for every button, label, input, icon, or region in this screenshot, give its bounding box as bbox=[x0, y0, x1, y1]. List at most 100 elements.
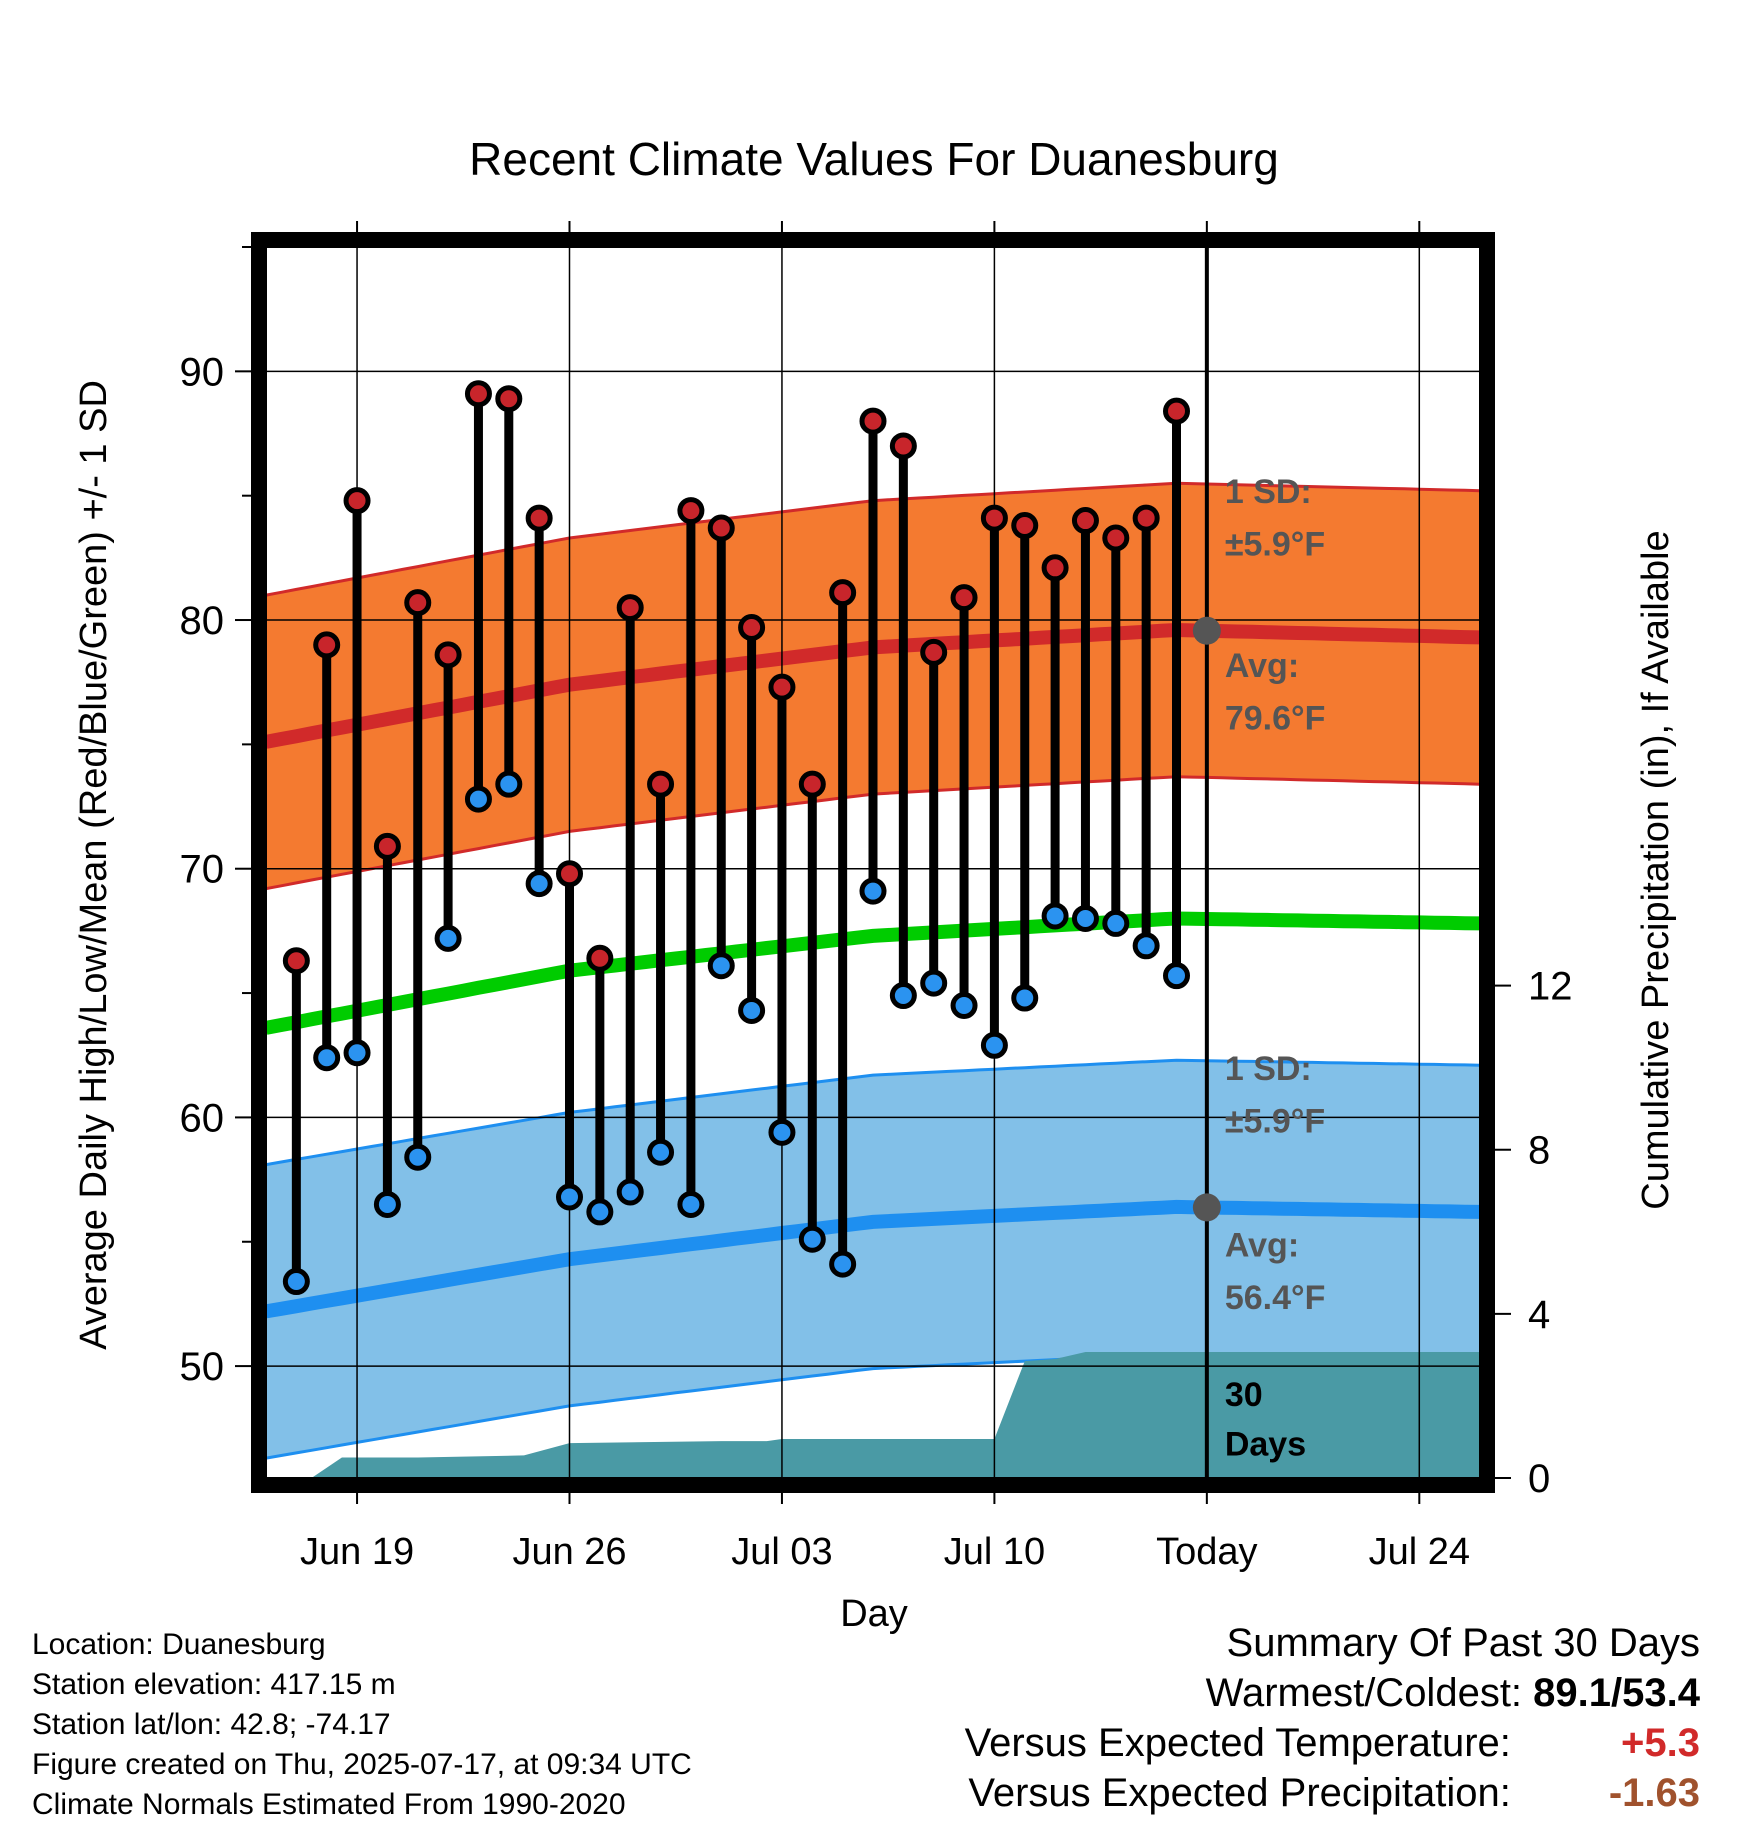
daily-high-point bbox=[798, 770, 826, 798]
daily-high-point bbox=[282, 947, 310, 975]
daily-low-point bbox=[343, 1039, 371, 1067]
summary-warm-cold: Warmest/Coldest: 89.1/53.4 bbox=[965, 1668, 1700, 1718]
low-sd-value: ±5.9°F bbox=[1225, 1102, 1325, 1140]
daily-high-point bbox=[1132, 504, 1160, 532]
daily-low-point bbox=[1041, 902, 1069, 930]
daily-high-point bbox=[1071, 507, 1099, 535]
daily-high-point bbox=[889, 432, 917, 460]
daily-low-point bbox=[980, 1031, 1008, 1059]
daily-high-point bbox=[647, 770, 675, 798]
daily-low-point bbox=[525, 870, 553, 898]
low-avg-label: Avg: bbox=[1225, 1227, 1299, 1265]
location-text: Location: Duanesburg bbox=[32, 1628, 326, 1661]
temp-anomaly-value: +5.3 bbox=[1621, 1721, 1700, 1765]
summary-precip: Versus Expected Precipitation: -1.63 bbox=[965, 1768, 1700, 1818]
low-avg-value: 56.4°F bbox=[1225, 1279, 1326, 1317]
y-tick-label: 60 bbox=[180, 1096, 225, 1140]
y-axis-label-left: Average Daily High/Low/Mean (Red/Blue/Gr… bbox=[73, 380, 115, 1350]
window-label-days: Days bbox=[1225, 1426, 1306, 1464]
low-sd-label: 1 SD: bbox=[1225, 1050, 1312, 1088]
elevation-text: Station elevation: 417.15 m bbox=[32, 1668, 396, 1701]
daily-low-point bbox=[950, 991, 978, 1019]
summary-panel: Summary Of Past 30 Days Warmest/Coldest:… bbox=[965, 1618, 1700, 1818]
daily-low-point bbox=[313, 1044, 341, 1072]
high-sd-value: ±5.9°F bbox=[1225, 525, 1325, 563]
high-avg-value: 79.6°F bbox=[1225, 699, 1326, 737]
daily-low-point bbox=[859, 877, 887, 905]
x-tick-label: Jun 19 bbox=[300, 1531, 414, 1573]
low-sd-upper-edge bbox=[266, 1058, 1480, 1167]
daily-low-point bbox=[798, 1225, 826, 1253]
daily-high-point bbox=[556, 860, 583, 888]
normal-mean-line bbox=[266, 911, 1480, 1035]
daily-low-point bbox=[768, 1118, 796, 1146]
y2-tick-label: 8 bbox=[1528, 1129, 1550, 1173]
daily-low-point bbox=[1102, 909, 1130, 937]
y2-tick-label: 12 bbox=[1528, 965, 1573, 1009]
daily-high-point bbox=[980, 504, 1008, 532]
summary-title: Summary Of Past 30 Days bbox=[1226, 1621, 1700, 1665]
x-tick-label: Jun 26 bbox=[512, 1531, 626, 1573]
daily-high-point bbox=[950, 584, 978, 612]
y-tick-label: 90 bbox=[180, 350, 225, 394]
y-tick-label: 70 bbox=[180, 848, 225, 892]
daily-high-point bbox=[313, 631, 341, 659]
x-tick-label: Jul 10 bbox=[944, 1531, 1045, 1573]
daily-low-point bbox=[556, 1183, 583, 1211]
x-tick-label: Jul 03 bbox=[731, 1531, 832, 1573]
daily-low-point bbox=[282, 1268, 310, 1296]
daily-high-point bbox=[707, 514, 735, 542]
daily-high-point bbox=[616, 594, 644, 622]
y2-tick-label: 0 bbox=[1528, 1457, 1550, 1501]
station-info: Location: Duanesburg Station elevation: … bbox=[32, 1625, 692, 1825]
daily-high-point bbox=[1041, 554, 1069, 582]
daily-high-point bbox=[859, 407, 887, 435]
daily-low-point bbox=[1132, 932, 1160, 960]
daily-low-point bbox=[616, 1178, 644, 1206]
normals-text: Climate Normals Estimated From 1990-2020 bbox=[32, 1788, 626, 1821]
warm-cold-value: 89.1/53.4 bbox=[1533, 1671, 1700, 1715]
today-low-avg-marker bbox=[1192, 1193, 1221, 1222]
daily-high-point bbox=[525, 504, 553, 532]
y-axis-label-right: Cumulative Precipitation (in), If Availa… bbox=[1635, 530, 1677, 1209]
daily-high-point bbox=[768, 673, 796, 701]
x-axis-label: Day bbox=[840, 1593, 908, 1635]
daily-low-point bbox=[920, 969, 948, 997]
daily-low-point bbox=[707, 952, 735, 980]
daily-low-point bbox=[1163, 962, 1190, 990]
y2-tick-label: 4 bbox=[1528, 1293, 1550, 1337]
daily-low-point bbox=[404, 1143, 432, 1171]
daily-high-point bbox=[343, 487, 371, 515]
daily-low-point bbox=[1011, 984, 1039, 1012]
temp-anomaly-label: Versus Expected Temperature: bbox=[964, 1721, 1511, 1765]
daily-low-point bbox=[434, 924, 462, 952]
daily-high-point bbox=[586, 944, 614, 972]
normal-low-line bbox=[266, 1199, 1480, 1319]
chart-title: Recent Climate Values For Duanesburg bbox=[469, 133, 1279, 185]
daily-low-point bbox=[1071, 904, 1099, 932]
x-tick-label: Jul 24 bbox=[1369, 1531, 1470, 1573]
daily-low-point bbox=[586, 1198, 614, 1226]
created-text: Figure created on Thu, 2025-07-17, at 09… bbox=[32, 1748, 692, 1781]
daily-high-point bbox=[738, 613, 766, 641]
high-avg-label: Avg: bbox=[1225, 647, 1299, 685]
precip-anomaly-value: -1.63 bbox=[1608, 1771, 1700, 1815]
y-tick-label: 50 bbox=[180, 1345, 225, 1389]
daily-high-point bbox=[1102, 524, 1130, 552]
daily-low-point bbox=[738, 996, 766, 1024]
high-sd-label: 1 SD: bbox=[1225, 473, 1312, 511]
daily-high-point bbox=[373, 832, 401, 860]
precip-anomaly-label: Versus Expected Precipitation: bbox=[968, 1771, 1511, 1815]
daily-high-point bbox=[495, 385, 523, 413]
daily-high-point bbox=[1011, 512, 1039, 540]
daily-high-point bbox=[404, 589, 432, 617]
daily-high-point bbox=[920, 638, 948, 666]
daily-high-point bbox=[677, 497, 705, 525]
plot-content: 1 SD: ±5.9°F Avg: 79.6°F 1 SD: ±5.9°F Avg: 56.4… bbox=[266, 247, 1480, 1478]
daily-high-point bbox=[1163, 397, 1190, 425]
window-label-count: 30 bbox=[1225, 1376, 1263, 1414]
x-tick-label: Today bbox=[1156, 1531, 1257, 1573]
daily-low-point bbox=[677, 1190, 705, 1218]
summary-temp: Versus Expected Temperature: +5.3 bbox=[965, 1718, 1700, 1768]
